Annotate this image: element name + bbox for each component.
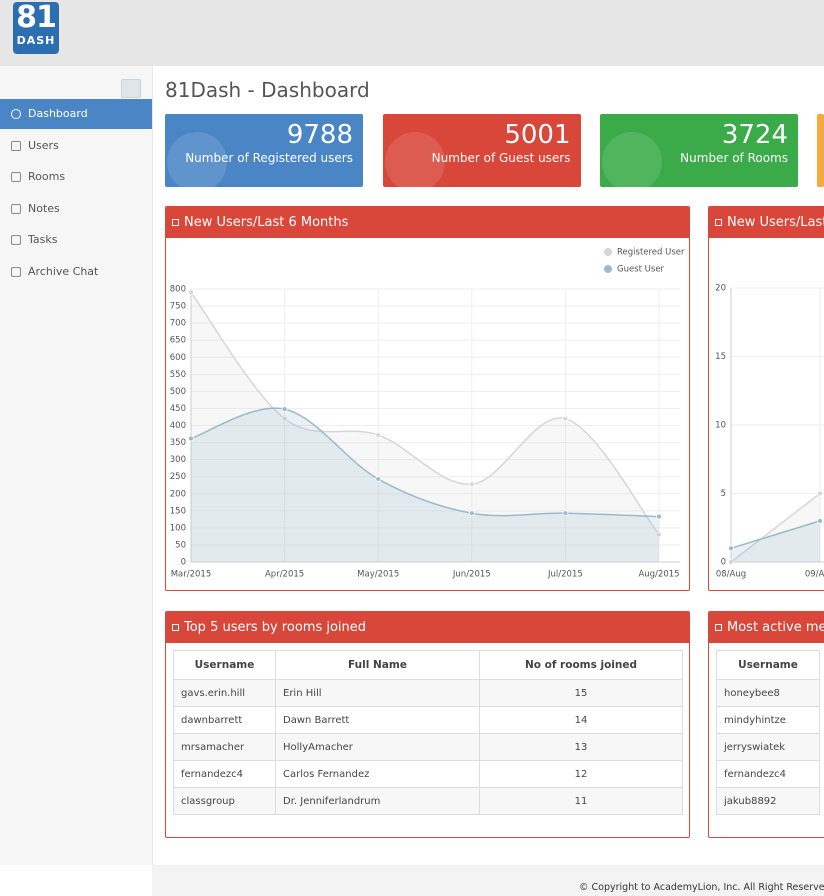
y-tick-label: 50 [175, 540, 186, 550]
data-point [189, 290, 194, 295]
table-row: jerryswiatek [717, 734, 820, 761]
table-row: dawnbarrettDawn Barrett14 [174, 707, 683, 734]
y-tick-label: 500 [170, 387, 186, 397]
table-wrap: UsernameFull NameNo of rooms joinedgavs.… [173, 650, 683, 820]
legend-swatch [604, 265, 612, 273]
data-point [818, 491, 823, 496]
x-tick-label: May/2015 [357, 570, 399, 580]
table-row: honeybee8 [717, 680, 820, 707]
data-point [657, 514, 662, 519]
table-cell: gavs.erin.hill [174, 680, 276, 707]
header-row: UsernameFull NameNo of rooms joined [174, 651, 683, 680]
table-cell: mrsamacher [174, 734, 276, 761]
table-row: mrsamacherHollyAmacher13 [174, 734, 683, 761]
legend-label: Registered User [617, 248, 685, 258]
table-cell: Dawn Barrett [276, 707, 480, 734]
table-cell: Dr. Jenniferlandrum [276, 788, 480, 815]
table-cell: honeybee8 [717, 680, 820, 707]
y-tick-label: 0 [721, 558, 726, 568]
column-header[interactable]: Full Name [276, 651, 480, 680]
y-tick-label: 200 [170, 489, 186, 499]
table-cell: fernandezc4 [174, 761, 276, 788]
table-row: fernandezc4 [717, 761, 820, 788]
legend-label: Guest User [617, 265, 665, 275]
header-row: Username [717, 651, 820, 680]
x-tick-label: Aug/2015 [638, 570, 679, 580]
x-tick-label: 09/Aug [805, 570, 824, 580]
y-tick-label: 10 [715, 421, 726, 431]
data-point [469, 482, 474, 487]
y-tick-label: 150 [170, 506, 186, 516]
y-tick-label: 750 [170, 302, 186, 312]
x-tick-label: Apr/2015 [265, 570, 304, 580]
legend-swatch [604, 248, 612, 256]
y-tick-label: 400 [170, 421, 186, 431]
y-tick-label: 250 [170, 472, 186, 482]
table-row: mindyhintze [717, 707, 820, 734]
column-header[interactable]: Username [717, 651, 820, 680]
y-tick-label: 550 [170, 370, 186, 380]
panel-title: Most active members [709, 612, 824, 643]
table-cell: jerryswiatek [717, 734, 820, 761]
table-cell: HollyAmacher [276, 734, 480, 761]
table-cell: 12 [480, 761, 683, 788]
y-tick-label: 300 [170, 455, 186, 465]
panel-title: Top 5 users by rooms joined [166, 612, 689, 643]
table-cell: 13 [480, 734, 683, 761]
table-cell: fernandezc4 [717, 761, 820, 788]
y-tick-label: 700 [170, 319, 186, 329]
table-cell: dawnbarrett [174, 707, 276, 734]
y-tick-label: 450 [170, 404, 186, 414]
data-point [376, 433, 381, 438]
y-tick-label: 800 [170, 285, 186, 295]
table-cell: 14 [480, 707, 683, 734]
y-tick-label: 20 [715, 284, 726, 294]
x-tick-label: 08/Aug [716, 570, 746, 580]
footer: © Copyright to AcademyLion, Inc. All Rig… [579, 882, 824, 893]
y-tick-label: 0 [181, 558, 186, 568]
table-cell: jakub8892 [717, 788, 820, 815]
table-cell: Erin Hill [276, 680, 480, 707]
data-point [563, 511, 568, 516]
table-row: jakub8892 [717, 788, 820, 815]
table-cell: classgroup [174, 788, 276, 815]
x-tick-label: Jun/2015 [452, 570, 491, 580]
table-cell: 11 [480, 788, 683, 815]
data-point [282, 407, 287, 412]
data-point [818, 518, 823, 523]
y-tick-label: 350 [170, 438, 186, 448]
y-tick-label: 650 [170, 336, 186, 346]
table-cell: 15 [480, 680, 683, 707]
data-point [563, 416, 568, 421]
data-table: UsernameFull NameNo of rooms joinedgavs.… [173, 650, 683, 815]
data-point [729, 546, 734, 551]
y-tick-label: 15 [715, 352, 726, 362]
data-point [376, 477, 381, 482]
data-point [469, 511, 474, 516]
y-tick-label: 100 [170, 523, 186, 533]
table-row: fernandezc4Carlos Fernandez12 [174, 761, 683, 788]
data-point [189, 436, 194, 441]
column-header[interactable]: Username [174, 651, 276, 680]
y-tick-label: 600 [170, 353, 186, 363]
column-header[interactable]: No of rooms joined [480, 651, 683, 680]
y-tick-label: 5 [721, 489, 726, 499]
table-cell: mindyhintze [717, 707, 820, 734]
table-wrap: Usernamehoneybee8mindyhintzejerryswiatek… [716, 650, 824, 820]
x-tick-label: Mar/2015 [171, 570, 212, 580]
data-table: Usernamehoneybee8mindyhintzejerryswiatek… [716, 650, 820, 815]
x-tick-label: Jul/2015 [547, 570, 583, 580]
table-row: gavs.erin.hillErin Hill15 [174, 680, 683, 707]
table-row: classgroupDr. Jenniferlandrum11 [174, 788, 683, 815]
table-cell: Carlos Fernandez [276, 761, 480, 788]
